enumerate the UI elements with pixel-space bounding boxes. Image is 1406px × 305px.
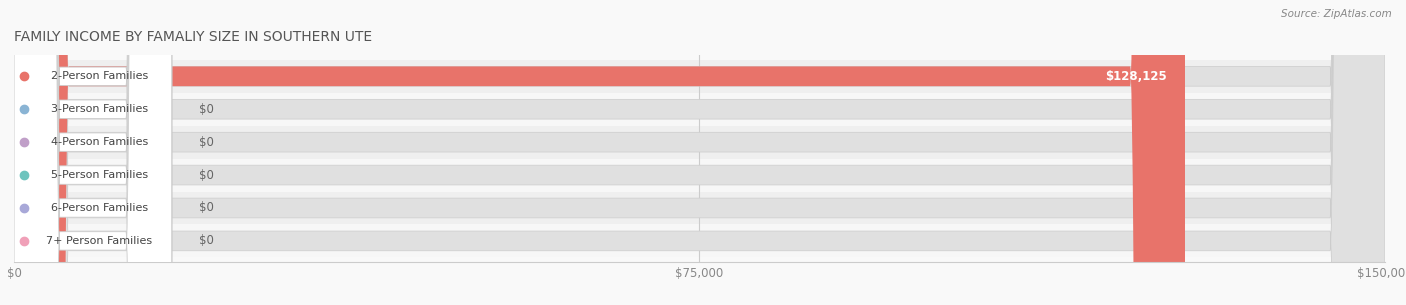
Text: $0: $0 xyxy=(200,136,214,149)
FancyBboxPatch shape xyxy=(14,0,172,305)
Text: 3-Person Families: 3-Person Families xyxy=(51,104,148,114)
Bar xyxy=(14,126,1385,159)
Bar xyxy=(14,60,1385,93)
FancyBboxPatch shape xyxy=(14,0,172,305)
FancyBboxPatch shape xyxy=(14,0,1385,305)
Text: 5-Person Families: 5-Person Families xyxy=(51,170,148,180)
Text: $0: $0 xyxy=(200,235,214,247)
Bar xyxy=(14,159,1385,192)
Bar xyxy=(14,93,1385,126)
Text: 2-Person Families: 2-Person Families xyxy=(51,71,148,81)
Text: FAMILY INCOME BY FAMALIY SIZE IN SOUTHERN UTE: FAMILY INCOME BY FAMALIY SIZE IN SOUTHER… xyxy=(14,30,373,44)
FancyBboxPatch shape xyxy=(14,0,1385,305)
Bar xyxy=(14,192,1385,224)
FancyBboxPatch shape xyxy=(14,0,1385,305)
Bar xyxy=(14,224,1385,257)
Text: 6-Person Families: 6-Person Families xyxy=(51,203,148,213)
Text: Source: ZipAtlas.com: Source: ZipAtlas.com xyxy=(1281,9,1392,19)
Text: $128,125: $128,125 xyxy=(1105,70,1167,83)
FancyBboxPatch shape xyxy=(14,0,172,305)
FancyBboxPatch shape xyxy=(14,0,172,305)
Text: $0: $0 xyxy=(200,202,214,214)
FancyBboxPatch shape xyxy=(14,0,1385,305)
FancyBboxPatch shape xyxy=(14,0,172,305)
Text: $0: $0 xyxy=(200,169,214,181)
Text: $0: $0 xyxy=(200,103,214,116)
FancyBboxPatch shape xyxy=(14,0,172,305)
FancyBboxPatch shape xyxy=(14,0,1385,305)
FancyBboxPatch shape xyxy=(14,0,1385,305)
FancyBboxPatch shape xyxy=(14,0,1185,305)
Text: 4-Person Families: 4-Person Families xyxy=(51,137,148,147)
Text: 7+ Person Families: 7+ Person Families xyxy=(46,236,152,246)
